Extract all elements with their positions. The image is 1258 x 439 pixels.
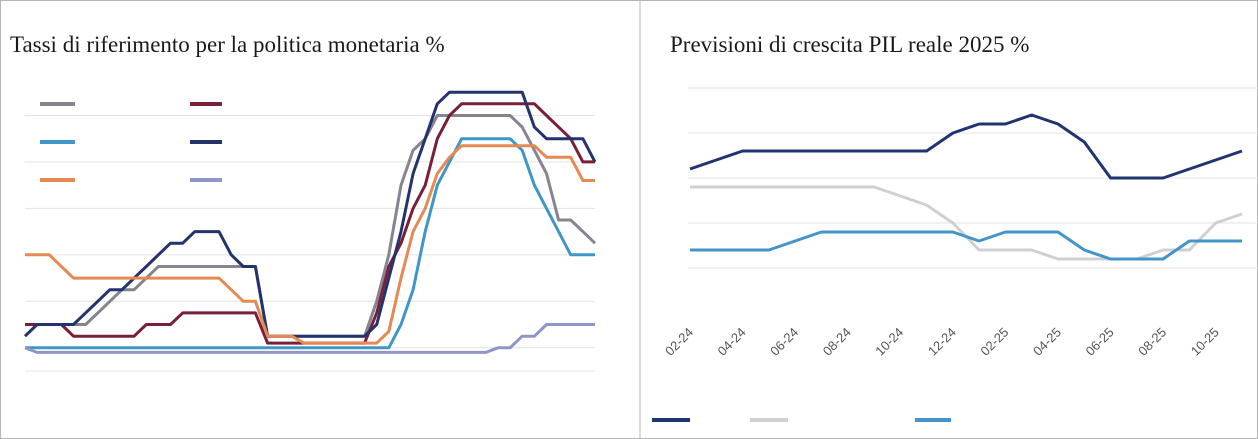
series-line — [24, 323, 595, 354]
series-line — [690, 230, 1242, 261]
series-line — [689, 113, 1243, 180]
series-line — [25, 137, 595, 350]
chart-title: Previsioni di crescita PIL reale 2025 % — [670, 32, 1029, 57]
chart-title: Tassi di riferimento per la politica mon… — [10, 32, 445, 57]
series-line — [25, 144, 595, 345]
series-line — [23, 90, 597, 338]
